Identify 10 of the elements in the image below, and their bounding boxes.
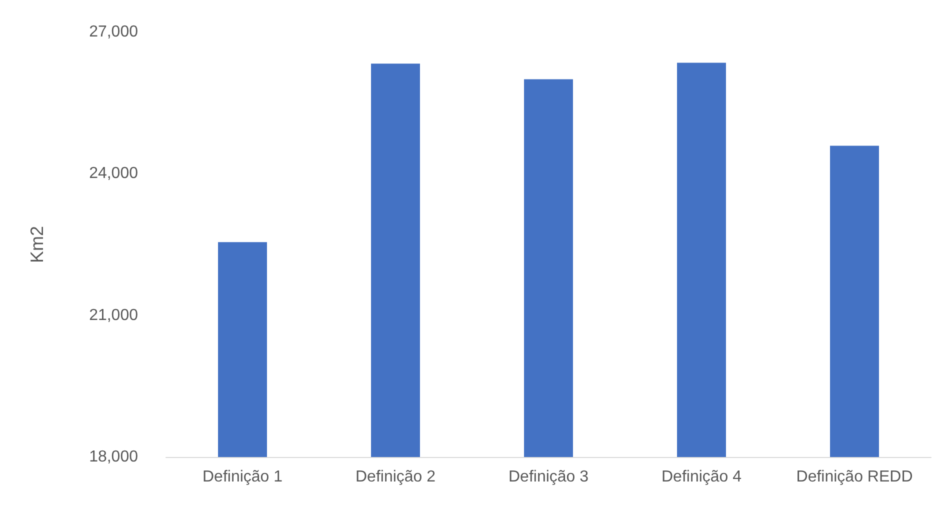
y-tick-label: 27,000 [89, 24, 138, 40]
x-tick-label: Definição 1 [202, 468, 283, 486]
y-tick-label: 21,000 [89, 306, 138, 324]
y-axis-title: Km2 [27, 226, 47, 264]
x-tick-label: Definição REDD [796, 468, 913, 486]
y-tick-label: 18,000 [89, 448, 138, 466]
x-tick-label: Definição 3 [508, 468, 589, 486]
x-tick-label: Definição 4 [661, 468, 742, 486]
y-tick-label: 24,000 [89, 165, 138, 182]
x-tick-label: Definição 2 [355, 468, 436, 486]
